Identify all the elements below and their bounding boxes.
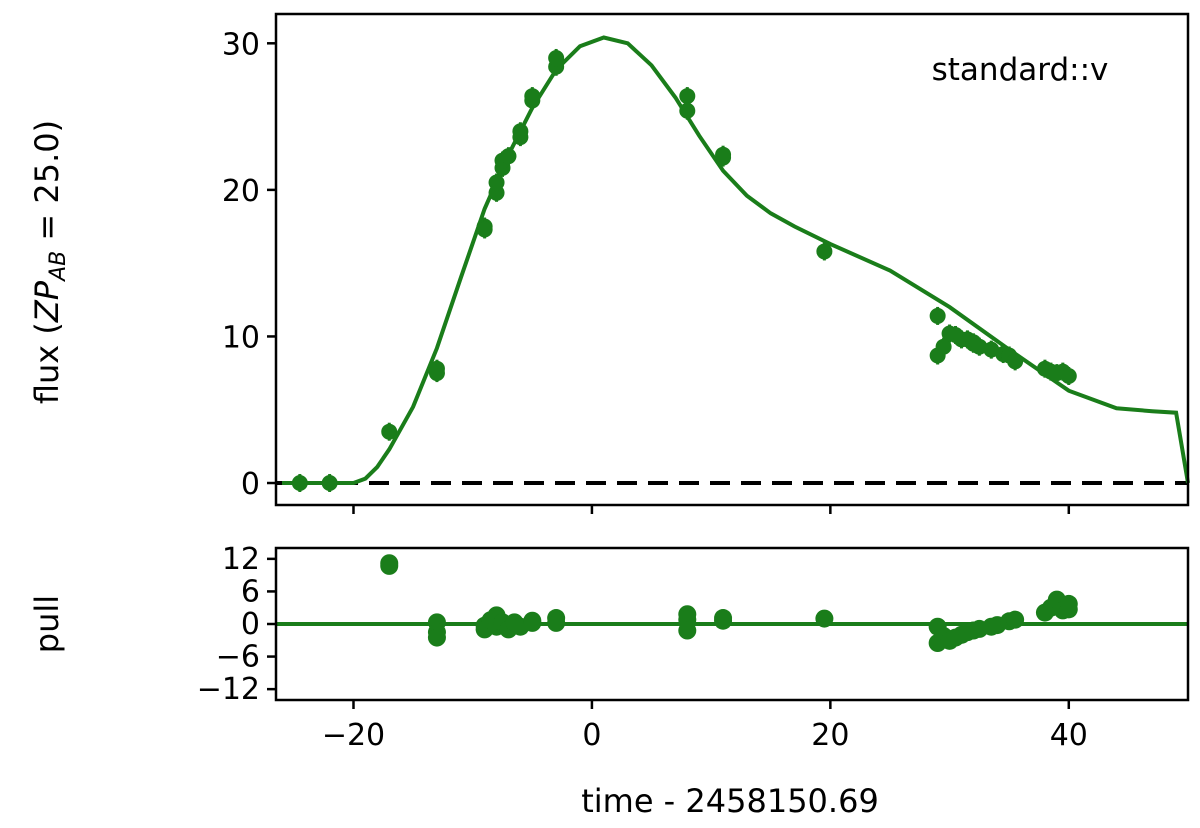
y-tick-label: 20	[222, 174, 260, 209]
flux-axes-frame	[274, 12, 1190, 507]
pull-point	[678, 621, 697, 640]
pull-point	[714, 611, 733, 630]
x-tick-label: 40	[1050, 718, 1088, 753]
pull-point	[815, 609, 834, 628]
model-curve	[282, 35, 1190, 485]
pull-point	[547, 613, 566, 632]
flux-panel: 0 10 20 30 standard::v	[222, 12, 1190, 514]
data-point	[381, 422, 398, 441]
flux-x-ticks	[352, 505, 1071, 514]
data-point	[291, 474, 308, 493]
pull-point	[1059, 600, 1078, 619]
x-tick-label: 0	[582, 718, 601, 753]
pull-point	[380, 556, 399, 575]
pull-points	[380, 554, 1078, 652]
data-point	[548, 48, 565, 67]
pull-point	[1006, 610, 1025, 629]
y-tick-label: 10	[222, 320, 260, 355]
x-tick-label: −20	[322, 718, 385, 753]
data-point	[476, 220, 493, 239]
pull-y-tick-label: −6	[216, 640, 260, 675]
pull-point	[523, 613, 542, 632]
flux-y-axis-label: flux (ZPAB = 25.0)	[28, 120, 71, 404]
data-point	[929, 306, 946, 325]
x-tick-label: 20	[811, 718, 849, 753]
data-point	[500, 147, 517, 166]
band-annotation: standard::v	[932, 52, 1109, 88]
pull-y-tick-label: 0	[241, 607, 260, 642]
pull-y-axis-label: pull	[28, 595, 66, 653]
y-tick-label: 0	[241, 467, 260, 502]
x-axis-label: time - 2458150.69	[581, 782, 879, 820]
data-point	[715, 148, 732, 167]
flux-y-ticks: 0 10 20 30	[222, 27, 276, 502]
pull-y-tick-label: 6	[241, 574, 260, 609]
data-point	[428, 364, 445, 383]
data-point	[679, 101, 696, 120]
data-point	[512, 122, 529, 141]
data-point	[1007, 352, 1024, 371]
pull-y-tick-label: 12	[222, 542, 260, 577]
y-tick-label: 30	[222, 27, 260, 62]
data-point	[816, 242, 833, 261]
pull-point	[427, 628, 446, 647]
pull-x-ticks: −20 0 20 40	[322, 700, 1088, 753]
data-point	[1060, 367, 1077, 386]
data-points	[291, 48, 1077, 493]
data-point	[321, 474, 338, 493]
pull-y-tick-label: −12	[197, 672, 260, 707]
data-point	[935, 337, 952, 356]
data-point	[524, 87, 541, 106]
data-point	[488, 173, 505, 192]
